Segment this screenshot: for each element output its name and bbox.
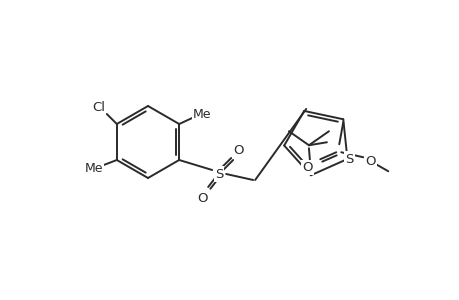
Text: O: O	[364, 155, 375, 168]
Text: S: S	[345, 152, 353, 166]
Text: O: O	[232, 143, 243, 157]
Text: Me: Me	[192, 107, 211, 121]
Text: Cl: Cl	[92, 100, 105, 113]
Text: O: O	[196, 191, 207, 205]
Text: O: O	[302, 161, 312, 174]
Text: Me: Me	[84, 161, 103, 175]
Text: S: S	[214, 167, 223, 181]
